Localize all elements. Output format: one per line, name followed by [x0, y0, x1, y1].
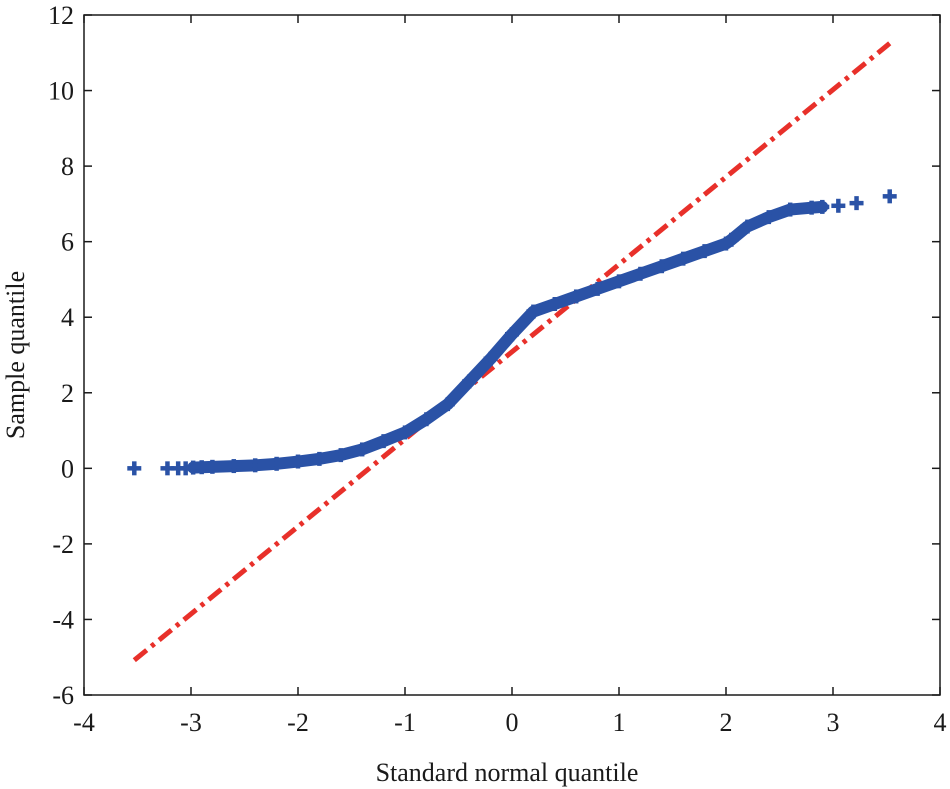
- sample-point: [483, 351, 498, 366]
- sample-point: [633, 266, 648, 281]
- x-tick-label: 2: [720, 708, 733, 737]
- y-axis-label: Sample quantile: [1, 271, 30, 439]
- sample-point: [724, 232, 739, 247]
- sample-point: [398, 425, 412, 440]
- sample-point: [248, 458, 263, 473]
- sample-point: [291, 454, 305, 469]
- reference-line-layer: [132, 41, 892, 663]
- sample-point: [761, 210, 776, 225]
- y-tick-label: 10: [48, 77, 74, 106]
- sample-point: [697, 244, 712, 259]
- x-tick-label: -1: [394, 708, 416, 737]
- sample-point: [569, 289, 584, 304]
- sample-point: [815, 199, 830, 214]
- y-tick-label: 12: [48, 1, 74, 30]
- reference-line: [132, 41, 892, 663]
- sample-point: [831, 198, 846, 213]
- y-tick-label: 2: [61, 379, 74, 408]
- x-tick-label: 1: [613, 708, 626, 737]
- sample-point: [226, 459, 241, 474]
- sample-point: [333, 448, 348, 463]
- y-tick-label: 8: [61, 152, 74, 181]
- sample-point: [849, 196, 864, 211]
- sample-point: [355, 442, 370, 457]
- sample-point: [269, 456, 284, 471]
- sample-point: [312, 451, 327, 466]
- sample-point: [590, 281, 605, 296]
- sample-point: [783, 202, 798, 217]
- y-tick-label: 6: [61, 228, 74, 257]
- sample-point: [676, 251, 691, 266]
- x-tick-label: 4: [934, 708, 947, 737]
- y-tick-label: 0: [61, 454, 74, 483]
- y-tick-label: -4: [52, 605, 74, 634]
- x-tick-label: -2: [287, 708, 309, 737]
- y-tick-label: -2: [52, 530, 74, 559]
- sample-point: [740, 219, 755, 234]
- x-axis-label: Standard normal quantile: [376, 758, 639, 787]
- sample-point: [376, 434, 391, 449]
- sample-point: [547, 297, 562, 311]
- x-tick-label: 3: [827, 708, 840, 737]
- x-tick-label: -4: [73, 708, 95, 737]
- y-tick-label: -6: [52, 681, 74, 710]
- sample-point: [462, 374, 477, 389]
- sample-point: [654, 259, 669, 274]
- sample-point: [440, 397, 455, 412]
- y-tick-label: 4: [61, 303, 74, 332]
- x-tick-label: -3: [180, 708, 202, 737]
- x-tick-label: 0: [506, 708, 519, 737]
- sample-point: [612, 274, 626, 289]
- sample-point: [419, 412, 434, 427]
- sample-point: [127, 461, 142, 476]
- sample-point: [526, 304, 541, 319]
- sample-point: [205, 459, 220, 474]
- sample-point: [505, 327, 519, 342]
- sample-points-layer: [127, 189, 897, 476]
- sample-point: [882, 189, 897, 204]
